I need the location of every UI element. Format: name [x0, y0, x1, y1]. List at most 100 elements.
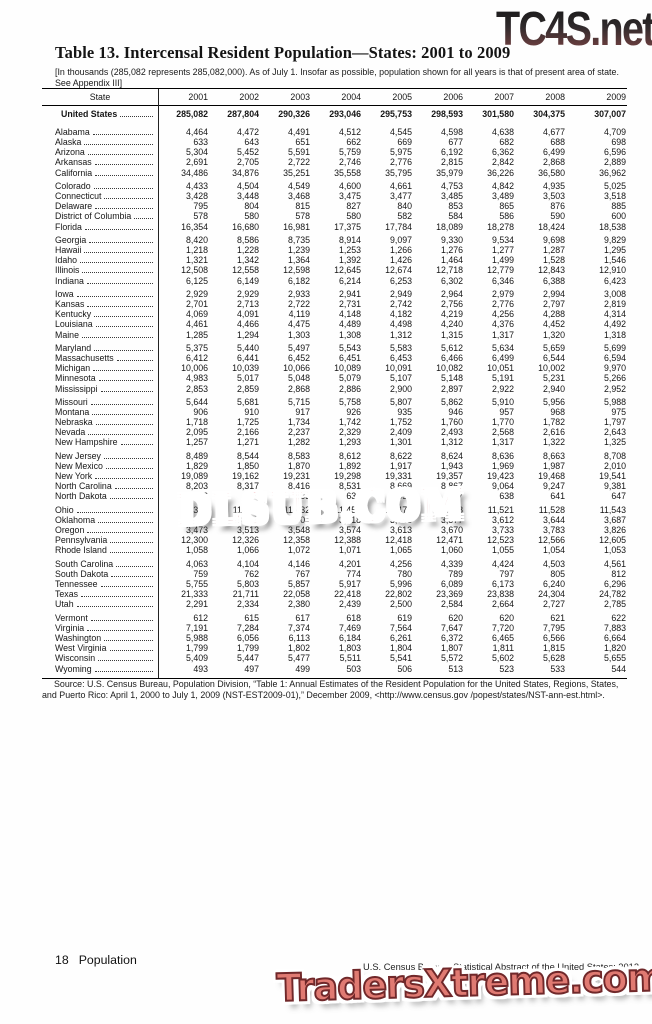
value-cell: 3,513: [209, 525, 260, 535]
value-cell: 1,301: [389, 437, 412, 448]
value-cell: 18,089: [436, 221, 463, 232]
value-cell: 23,369: [436, 589, 463, 600]
value-cell: 12,605: [599, 535, 626, 546]
value-cell: 8,489: [185, 450, 208, 461]
total-value-cell: 307,007: [594, 109, 626, 120]
dot-leader: [81, 336, 153, 338]
value-cell: 5,048: [287, 373, 310, 384]
state-name: New York: [55, 471, 93, 482]
value-cell: 12,598: [283, 265, 310, 276]
value-cell: 6,499: [491, 353, 514, 364]
value-cell: 1,718: [185, 417, 208, 428]
value-cell: 3,733: [491, 525, 514, 536]
value-cell: 621: [550, 612, 565, 623]
state-row-group: Georgia 8,420 8,586 8,735 8,914 9,097 9,330 9,5…: [42, 235, 627, 286]
value-cell: 3,574: [311, 525, 362, 535]
value-cell: 840: [397, 201, 412, 212]
value-cell: 5,583: [389, 342, 412, 353]
value-cell: 2,756: [440, 299, 463, 310]
value-cell: 22,058: [283, 589, 310, 600]
value-cell: 11,410: [209, 505, 260, 515]
value-cell: 10,002: [538, 363, 565, 374]
state-name-cell: Kentucky: [42, 309, 158, 319]
value-cell: 1,364: [287, 255, 310, 266]
state-name: North Carolina: [55, 481, 112, 492]
state-name-cell: Georgia: [42, 235, 158, 245]
state-name-cell: Idaho: [42, 255, 158, 265]
dot-leader: [95, 208, 153, 210]
value-cell: 36,580: [538, 167, 565, 178]
value-cell: 9,534: [491, 234, 514, 245]
value-cell: 4,709: [603, 127, 626, 137]
value-cell: 7,469: [338, 622, 361, 633]
value-cell: 6,594: [603, 353, 626, 364]
value-cell: 1,266: [389, 245, 412, 256]
value-cell: 2,949: [389, 288, 412, 299]
value-cell: 8,622: [389, 450, 412, 461]
value-cell: 19,468: [538, 471, 565, 482]
value-cell: 5,655: [603, 653, 626, 664]
value-cell: 1,807: [440, 643, 463, 654]
value-cell: 2,797: [542, 299, 565, 310]
state-name-cell: Texas: [42, 589, 158, 599]
value-cell: 2,776: [389, 157, 412, 168]
value-cell: 5,079: [338, 373, 361, 384]
value-cell: 12,718: [436, 265, 463, 276]
value-cell: 19,541: [599, 471, 626, 482]
state-name-cell: Oregon: [42, 525, 158, 535]
value-cell: 6,412: [185, 353, 208, 364]
state-name: Utah: [55, 599, 74, 610]
value-cell: 1,065: [389, 545, 412, 556]
value-cell: 5,409: [185, 653, 208, 664]
total-value-cell: 301,580: [482, 109, 514, 120]
value-cell: 876: [550, 201, 565, 212]
state-name: Montana: [55, 407, 90, 417]
state-name-cell: Maryland: [42, 343, 158, 353]
value-cell: 586: [499, 211, 514, 222]
value-cell: 5,988: [603, 396, 626, 407]
value-cell: 615: [244, 612, 259, 623]
state-name: South Dakota: [55, 568, 109, 579]
value-cell: 5,996: [389, 579, 412, 590]
state-name: Georgia: [55, 234, 87, 245]
value-cell: 5,304: [185, 147, 208, 158]
value-cell: 4,464: [185, 127, 208, 137]
value-cell: 2,922: [491, 383, 514, 394]
table-row: Missouri 5,644 5,681 5,715 5,758 5,807 5,862 5,…: [42, 397, 627, 407]
value-cell: 1,342: [236, 255, 259, 266]
value-cell: 1,317: [491, 329, 514, 340]
value-cell: 6,149: [236, 275, 259, 286]
value-cell: 4,498: [389, 319, 412, 330]
total-row-label: United States: [42, 109, 158, 119]
state-row-group: New Jersey 8,489 8,544 8,583 8,612 8,622 8,624…: [42, 451, 627, 502]
state-name-cell: Indiana: [42, 276, 158, 286]
value-cell: 620: [499, 612, 514, 623]
value-cell: 19,089: [181, 471, 208, 482]
value-cell: 1,464: [440, 255, 463, 266]
table-row: North Carolina 8,2038,3178,4168,5318,6698…: [42, 481, 627, 491]
value-cell: 5,511: [339, 653, 361, 664]
state-name-cell: Wisconsin: [42, 653, 158, 663]
value-cell: 582: [397, 211, 412, 222]
state-name: Illinois: [55, 265, 80, 276]
table-body: Alabama 4,464 4,472 4,491 4,512 4,545 4,598 4,6…: [42, 122, 627, 678]
value-cell: 6,451: [338, 353, 361, 364]
state-name-cell: Colorado: [42, 181, 158, 191]
table-row: New Mexico 1,829 1,850 1,870 1,892 1,917 1,943…: [42, 461, 627, 471]
dot-leader: [90, 619, 153, 621]
state-name-cell: Virginia: [42, 623, 158, 633]
value-cell: 5,148: [440, 373, 463, 384]
value-cell: 8,636: [491, 450, 514, 461]
table-row: West Virginia 1,799 1,799 1,802 1,803 1,804 1,…: [42, 643, 627, 653]
value-cell: 5,699: [603, 342, 626, 353]
state-name: Hawaii: [55, 245, 82, 256]
value-cell: 1,829: [185, 460, 208, 471]
table-title: Table 13. Intercensal Resident Populatio…: [55, 43, 511, 62]
value-cell: 5,803: [236, 579, 259, 590]
value-cell: 2,819: [603, 299, 626, 310]
dot-leader: [104, 198, 153, 200]
total-value-cell: 290,326: [278, 109, 310, 120]
value-cell: 3,670: [440, 525, 463, 536]
value-cell: 4,339: [440, 558, 463, 569]
value-cell: 12,779: [487, 265, 514, 276]
